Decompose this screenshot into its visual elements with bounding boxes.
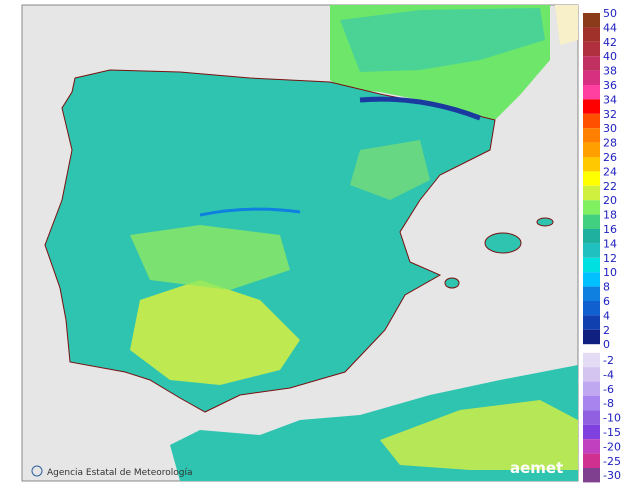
scale-swatch	[583, 410, 600, 425]
warm-ebro	[350, 140, 430, 200]
scale-swatch	[583, 286, 600, 301]
map	[44, 5, 578, 481]
logo: aemet	[510, 459, 563, 477]
scale-swatch	[583, 185, 600, 201]
scale-label: -6	[603, 383, 614, 396]
ibiza	[444, 277, 460, 289]
scale-swatch	[583, 257, 600, 273]
scale-label: 36	[603, 79, 617, 92]
scale-swatch	[583, 128, 600, 143]
scale-swatch	[583, 352, 600, 368]
france-east	[555, 5, 578, 45]
legend: 5044424038363432302826242220181614121086…	[583, 7, 621, 483]
scale-label: -10	[603, 412, 621, 425]
scale-swatch	[583, 453, 600, 468]
pyrenees-cold	[359, 96, 481, 121]
africa-warm	[380, 400, 578, 470]
scale-label: 28	[603, 137, 617, 150]
scale-swatch	[583, 229, 600, 244]
scale-swatch	[583, 27, 600, 42]
scale-swatch	[583, 157, 600, 172]
scale-label: 22	[603, 180, 617, 193]
scale-swatch	[583, 439, 600, 454]
scale-swatch	[583, 200, 600, 215]
scale-swatch	[583, 367, 600, 382]
scale-label: 40	[603, 50, 617, 63]
scale-swatch	[583, 41, 600, 57]
scale-swatch	[583, 113, 600, 129]
scale-label: 34	[603, 93, 617, 106]
scale-label: 32	[603, 108, 617, 121]
scale-swatch	[583, 396, 600, 411]
scale-swatch	[583, 214, 600, 229]
scale-label: 12	[603, 252, 617, 265]
scale-label: 24	[603, 165, 617, 178]
scale-label: -8	[603, 397, 614, 410]
scale-label: 16	[603, 223, 617, 236]
scale-swatch	[583, 329, 600, 345]
scale-swatch	[583, 243, 600, 258]
menorca	[536, 217, 554, 227]
warm-centre	[130, 225, 290, 290]
scale-swatch	[583, 301, 600, 316]
scale-label: 2	[603, 324, 610, 337]
scale-label: 10	[603, 266, 617, 279]
scale-swatch	[583, 56, 600, 71]
scale-label: 42	[603, 36, 617, 49]
scale-label: 4	[603, 309, 610, 322]
scale-label: 6	[603, 295, 610, 308]
scale-swatch	[583, 70, 600, 85]
scale-label: -25	[603, 455, 621, 468]
mallorca	[484, 232, 522, 254]
scale-label: 30	[603, 122, 617, 135]
scale-swatch	[583, 381, 600, 396]
scale-label: -30	[603, 469, 621, 482]
copyright-icon	[31, 465, 43, 477]
central-cold	[199, 207, 301, 217]
france-relief	[340, 8, 545, 72]
scale-swatch	[583, 315, 600, 330]
scale-label: 18	[603, 209, 617, 222]
scale-swatch	[583, 171, 600, 186]
scale-swatch	[583, 272, 600, 287]
scale-swatch	[583, 99, 600, 114]
scale-label: 44	[603, 21, 617, 34]
scale-label: 0	[603, 338, 610, 351]
scale-label: 50	[603, 7, 617, 20]
scale-swatch	[583, 13, 600, 28]
scale-swatch	[583, 468, 600, 483]
scale-label: -4	[603, 368, 614, 381]
credit: Agencia Estatal de Meteorología	[47, 468, 193, 478]
scale-label: 8	[603, 281, 610, 294]
scale-swatch	[583, 85, 600, 100]
scale-label: -15	[603, 426, 621, 439]
scale-label: 20	[603, 194, 617, 207]
scale-swatch	[583, 142, 600, 157]
scale-label: 38	[603, 65, 617, 78]
scale-label: -20	[603, 440, 621, 453]
scale-label: 26	[603, 151, 617, 164]
warm-south	[130, 280, 300, 385]
scale-label: -2	[603, 354, 614, 367]
scale-swatch	[583, 424, 600, 440]
scale-label: 14	[603, 237, 617, 250]
